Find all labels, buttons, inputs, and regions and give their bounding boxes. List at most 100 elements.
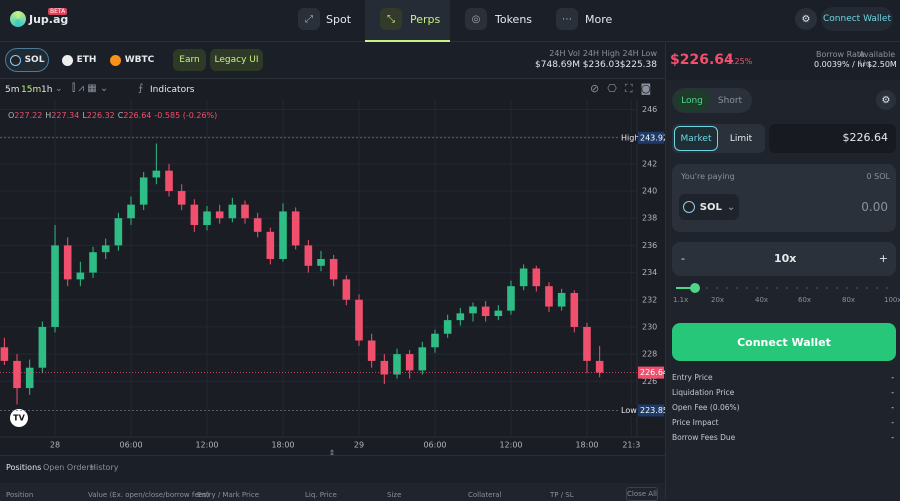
leverage-mark: 40x <box>755 296 769 304</box>
token-name: SOL <box>699 201 722 213</box>
stat-label: 24H Vol <box>549 49 580 58</box>
candle-body <box>405 354 414 371</box>
nav-item[interactable]: Spot <box>326 13 352 26</box>
settings-button[interactable]: ⚙ <box>795 8 817 30</box>
positions-tab[interactable]: Open Orders <box>43 463 94 472</box>
interval[interactable]: 5m <box>5 85 20 95</box>
token-selector[interactable]: SOL ⌄ <box>679 194 739 220</box>
marker-value: 223.85 <box>640 406 665 415</box>
amount-input[interactable]: 0.00 <box>861 200 888 214</box>
x-tick-label: 29 <box>354 441 364 450</box>
chart-toolbar: 5m 15m 1h ⌄ ⫿ ⩘ ▦ ⌄ ⨍ Indicators ⊘⎔⛶◙ <box>0 80 665 100</box>
market-tab[interactable]: Market <box>674 126 718 151</box>
leverage-mark: 1.1x <box>673 296 689 304</box>
market-pill[interactable]: ETH <box>57 48 101 72</box>
candle-body <box>203 211 211 226</box>
market-name: ETH <box>76 55 97 65</box>
stat-label: 24H Low <box>622 49 658 58</box>
candle-body <box>469 306 477 314</box>
borrow-value: 0.0039% / hr <box>814 60 866 69</box>
candle-body <box>456 313 465 321</box>
candle-body <box>165 170 173 192</box>
connect-wallet-button[interactable]: Connect Wallet <box>821 7 893 31</box>
y-tick-label: 226 <box>642 377 657 386</box>
legend-value: 226.32 <box>87 111 115 120</box>
candle-body <box>114 218 123 246</box>
marker-label: High <box>621 133 639 142</box>
balance: 0 SOL <box>866 172 890 181</box>
price-box[interactable] <box>769 124 896 153</box>
stat-value: $236.03 <box>582 60 620 70</box>
short-button[interactable]: Short <box>717 95 743 106</box>
info-value: - <box>891 418 894 427</box>
long-button[interactable]: Long <box>674 90 710 111</box>
panel-settings[interactable]: ⚙ <box>876 90 896 110</box>
connect-wallet-main[interactable]: Connect Wallet <box>672 323 896 361</box>
candle-body <box>190 204 199 226</box>
marker-value-bg <box>638 131 664 144</box>
nav-icon: ⤡ <box>380 8 402 30</box>
limit-tab[interactable]: Limit <box>729 133 753 144</box>
leverage-minus[interactable]: - <box>681 252 685 265</box>
candle-body <box>38 326 47 368</box>
info-value: - <box>891 373 894 382</box>
candle-body <box>63 245 72 280</box>
chart-type-icons[interactable]: ⫿ ⩘ ▦ ⌄ <box>72 83 109 94</box>
candle-body <box>0 347 9 361</box>
price-change: -3.25% <box>724 57 753 66</box>
interval[interactable]: 15m <box>21 85 42 95</box>
candle-body <box>494 310 503 317</box>
liquidity-label: Available Liq. <box>859 50 896 68</box>
slider-knob[interactable] <box>690 283 700 293</box>
interval[interactable]: 1h <box>41 85 53 95</box>
token-icon <box>109 54 121 66</box>
column-header: Collateral <box>468 491 502 499</box>
logo-text[interactable]: Jup.ag <box>29 13 69 26</box>
stat-label: 24H High <box>582 49 620 58</box>
top-nav: Jup.ag BETA ⤢ Spot ⤡ Perps ◎ Tokens ⋯ Mo… <box>0 0 900 42</box>
candle-body <box>152 170 161 178</box>
market-pill[interactable]: SOL <box>5 48 49 72</box>
y-tick-label: 234 <box>642 268 657 277</box>
last-price-bg <box>638 366 664 379</box>
marker-label-bg <box>618 404 637 417</box>
nav-item[interactable]: Perps <box>410 13 441 26</box>
y-tick-label: 232 <box>642 295 657 304</box>
info-row: Liquidation Price - <box>672 388 896 403</box>
nav-item[interactable]: More <box>585 13 613 26</box>
candle-body <box>431 333 439 348</box>
candle-body <box>380 360 389 375</box>
indicators-button[interactable]: Indicators <box>150 85 195 95</box>
positions-tab[interactable]: History <box>90 463 119 472</box>
candle-body <box>253 218 262 232</box>
candle-body <box>507 286 515 311</box>
candle-body <box>355 299 363 341</box>
info-row: Open Fee (0.06%) - <box>672 403 896 418</box>
resize-handle[interactable]: ⇕ <box>329 449 336 456</box>
candle-body <box>367 340 376 361</box>
legend-key: H <box>45 111 51 120</box>
leverage-plus[interactable]: + <box>878 252 888 265</box>
y-tick-label: 246 <box>642 105 657 114</box>
close-all-button[interactable]: Close All <box>626 487 658 501</box>
info-row: Price Impact - <box>672 418 896 433</box>
candle-body <box>279 211 287 259</box>
market-pill[interactable]: WBTC <box>107 48 157 72</box>
candle-body <box>583 326 591 361</box>
dropdown-icon[interactable]: ⌄ <box>55 84 63 94</box>
y-tick-label: 240 <box>642 187 657 196</box>
slider-fill <box>676 287 696 289</box>
legacy-button[interactable]: Legacy UI <box>210 49 263 71</box>
limit-price: $226.64 <box>842 131 889 144</box>
logo-icon <box>10 11 26 27</box>
last-price-label: 226.64 <box>640 368 665 377</box>
toolbar-icons[interactable]: ⊘⎔⛶◙ <box>590 82 660 95</box>
stat-value: $225.38 <box>619 60 657 70</box>
candle-body <box>519 268 528 287</box>
positions-tab[interactable]: Positions <box>6 463 42 472</box>
earn-button[interactable]: Earn <box>173 49 206 71</box>
candle-body <box>127 204 135 219</box>
info-label: Liquidation Price <box>672 388 735 397</box>
x-tick-label: 12:00 <box>499 441 522 450</box>
nav-item[interactable]: Tokens <box>495 13 533 26</box>
